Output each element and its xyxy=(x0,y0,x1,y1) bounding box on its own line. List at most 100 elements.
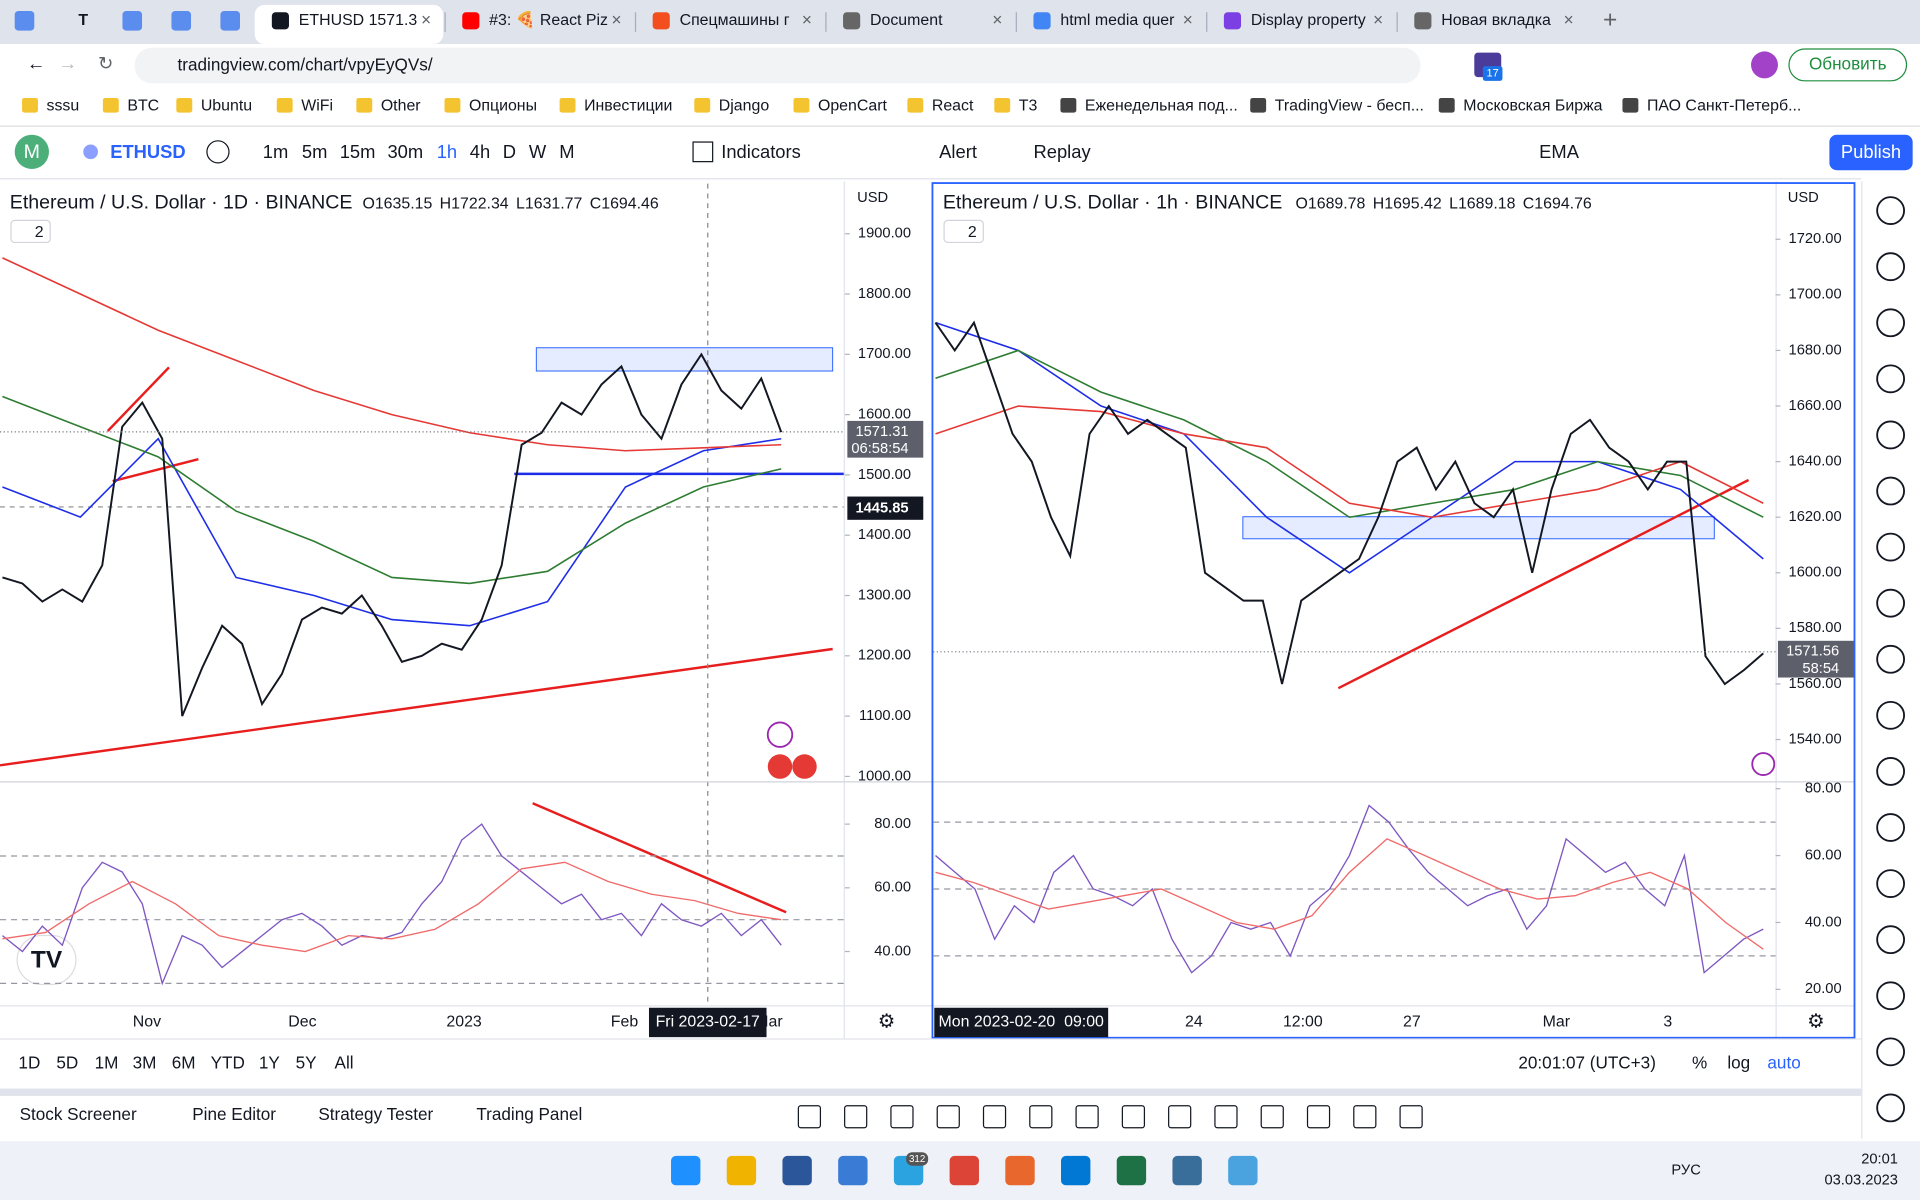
tab-close[interactable]: × xyxy=(802,9,812,29)
drawing-tool[interactable] xyxy=(982,1105,1007,1129)
tab-title[interactable]: html media quer xyxy=(1060,12,1175,29)
sidebar-button[interactable] xyxy=(1876,1093,1905,1123)
ma-button[interactable]: EMA xyxy=(1539,141,1580,162)
interval[interactable]: 1m xyxy=(263,141,289,162)
bookmark[interactable]: sssu xyxy=(47,98,80,115)
interval[interactable]: 5m xyxy=(302,141,328,162)
taskbar-app[interactable] xyxy=(949,1155,979,1186)
drawing-tool[interactable] xyxy=(1260,1105,1284,1129)
tab-close[interactable]: × xyxy=(1183,9,1193,29)
bookmark[interactable]: Московская Биржа xyxy=(1463,98,1602,115)
profile-avatar[interactable] xyxy=(1751,51,1778,79)
taskbar-app[interactable] xyxy=(838,1155,868,1186)
publish-button[interactable]: Publish xyxy=(1841,141,1901,162)
tab-title[interactable]: Новая вкладка xyxy=(1441,12,1551,29)
sidebar-button[interactable] xyxy=(1876,196,1905,225)
bookmark[interactable]: OpenCart xyxy=(818,98,888,115)
interval[interactable]: M xyxy=(559,141,574,162)
forward-button[interactable]: → xyxy=(59,53,77,74)
bookmark[interactable]: Django xyxy=(719,98,770,115)
panel-tab[interactable]: Pine Editor xyxy=(192,1104,276,1124)
drawing-tool[interactable] xyxy=(936,1105,960,1129)
percent-toggle[interactable]: % xyxy=(1692,1053,1707,1073)
address-bar[interactable] xyxy=(134,47,1421,84)
sidebar-button[interactable] xyxy=(1876,476,1905,506)
taskbar-app[interactable] xyxy=(1061,1155,1091,1186)
drawing-tool[interactable] xyxy=(1168,1105,1192,1129)
range-button[interactable]: All xyxy=(335,1053,354,1073)
pinned-tab-icon[interactable] xyxy=(171,11,192,31)
date[interactable]: 03.03.2023 xyxy=(1824,1172,1898,1188)
settings-icon[interactable]: ⚙ xyxy=(878,1011,896,1033)
update-button[interactable]: Обновить xyxy=(1809,53,1887,73)
pinned-tab-icon[interactable] xyxy=(14,11,35,31)
bookmark[interactable]: Опционы xyxy=(469,98,537,115)
event-icon[interactable] xyxy=(767,754,793,779)
compare-button[interactable] xyxy=(206,140,230,164)
tab-title[interactable]: ETHUSD 1571.3 xyxy=(299,12,418,29)
legend-toggle[interactable] xyxy=(10,219,51,244)
drawing-tool[interactable] xyxy=(1121,1105,1146,1129)
range-button[interactable]: 5Y xyxy=(296,1053,318,1073)
bookmark[interactable]: ПАО Санкт-Петерб... xyxy=(1647,98,1801,115)
sidebar-button[interactable] xyxy=(1876,364,1905,394)
log-toggle[interactable]: log xyxy=(1727,1053,1750,1073)
taskbar-app[interactable] xyxy=(1228,1155,1258,1186)
range-button[interactable]: 5D xyxy=(56,1053,78,1073)
range-button[interactable]: 1Y xyxy=(259,1053,281,1073)
reload-button[interactable]: ↻ xyxy=(98,53,113,74)
sidebar-button[interactable] xyxy=(1876,252,1905,282)
panel-tab[interactable]: Strategy Tester xyxy=(318,1104,433,1124)
sidebar-button[interactable] xyxy=(1876,420,1905,450)
bookmark[interactable]: React xyxy=(932,98,974,115)
pinned-tab[interactable]: T xyxy=(78,12,88,29)
tab-title[interactable]: Спецмашины г xyxy=(680,12,790,29)
bookmark[interactable]: T3 xyxy=(1019,98,1038,115)
drawing-tool[interactable] xyxy=(1399,1105,1423,1129)
replay-button[interactable]: Replay xyxy=(1033,141,1091,162)
pinned-tab-icon[interactable] xyxy=(122,11,143,31)
sidebar-button[interactable] xyxy=(1876,532,1905,562)
taskbar-app[interactable] xyxy=(1172,1155,1202,1186)
currency[interactable]: USD xyxy=(857,190,888,206)
interval[interactable]: 1h xyxy=(437,141,457,162)
bookmark[interactable]: Еженедельная под... xyxy=(1085,98,1238,115)
update-button-bg[interactable] xyxy=(1788,48,1908,82)
sidebar-button[interactable] xyxy=(1876,1037,1905,1067)
currency[interactable]: USD xyxy=(1788,190,1819,206)
sidebar-button[interactable] xyxy=(1876,869,1905,898)
auto-toggle[interactable]: auto xyxy=(1767,1053,1800,1073)
sidebar-button[interactable] xyxy=(1876,925,1905,955)
drawing-tool[interactable] xyxy=(890,1105,914,1129)
tab-close[interactable]: × xyxy=(1564,9,1574,29)
new-tab[interactable]: + xyxy=(1603,6,1617,33)
drawing-tool[interactable] xyxy=(1306,1105,1331,1129)
tab-close[interactable]: × xyxy=(612,9,622,29)
event-icon[interactable] xyxy=(1751,752,1776,777)
bookmark[interactable]: Инвестиции xyxy=(584,98,672,115)
sidebar-button[interactable] xyxy=(1876,757,1905,786)
bookmark[interactable]: Other xyxy=(381,98,421,115)
sidebar-button[interactable] xyxy=(1876,588,1905,618)
range-button[interactable]: 3M xyxy=(133,1053,157,1073)
tab-title[interactable]: Display property xyxy=(1251,12,1366,29)
sidebar-button[interactable] xyxy=(1876,700,1905,730)
interval[interactable]: W xyxy=(529,141,547,162)
event-icon[interactable] xyxy=(792,754,817,779)
user-avatar[interactable] xyxy=(14,134,49,169)
tab-close[interactable]: × xyxy=(421,9,431,29)
tab-close[interactable]: × xyxy=(992,9,1002,29)
range-button[interactable]: 1D xyxy=(18,1053,40,1073)
taskbar-app[interactable] xyxy=(726,1155,757,1186)
settings-icon[interactable]: ⚙ xyxy=(1807,1011,1825,1033)
panel-tab[interactable]: Stock Screener xyxy=(20,1104,137,1124)
bookmark[interactable]: TradingView - бесп... xyxy=(1275,98,1424,115)
bookmark[interactable]: WiFi xyxy=(301,98,333,115)
sidebar-button[interactable] xyxy=(1876,308,1905,338)
range-button[interactable]: 6M xyxy=(172,1053,196,1073)
alert-button[interactable]: Alert xyxy=(939,141,977,162)
language[interactable]: РУС xyxy=(1671,1162,1701,1178)
drawing-tool[interactable] xyxy=(844,1105,868,1129)
sidebar-button[interactable] xyxy=(1876,644,1905,674)
tab-title[interactable]: Document xyxy=(870,12,943,29)
